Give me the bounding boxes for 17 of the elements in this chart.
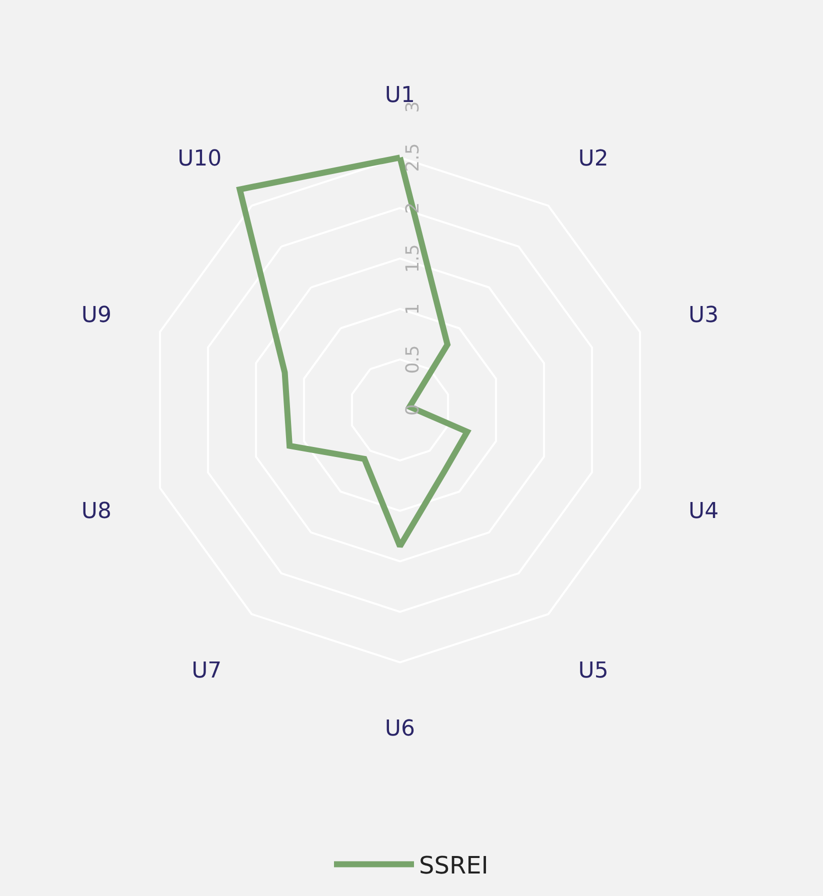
spoke-label: U7	[192, 658, 222, 684]
spoke-label: U8	[81, 498, 112, 524]
y-tick-label: 3	[402, 101, 424, 113]
y-tick-label: 1.5	[402, 244, 424, 273]
spoke-label: U10	[178, 146, 222, 172]
spoke-label: U2	[578, 146, 608, 172]
y-tick-label: 1	[402, 303, 424, 315]
y-tick-label: 0	[402, 404, 424, 416]
y-tick-label: 2	[402, 202, 424, 214]
spoke-label: U9	[81, 303, 112, 328]
spoke-label: U5	[578, 658, 608, 684]
legend-label: SSREI	[419, 852, 488, 880]
spoke-label: U4	[688, 498, 719, 524]
spoke-label: U3	[688, 303, 719, 328]
y-tick-label: 0.5	[402, 345, 424, 374]
y-tick-label: 2.5	[402, 143, 424, 172]
spoke-label: U6	[384, 716, 416, 742]
